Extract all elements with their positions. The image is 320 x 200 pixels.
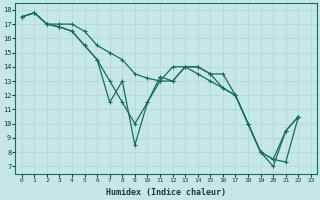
- X-axis label: Humidex (Indice chaleur): Humidex (Indice chaleur): [106, 188, 226, 197]
